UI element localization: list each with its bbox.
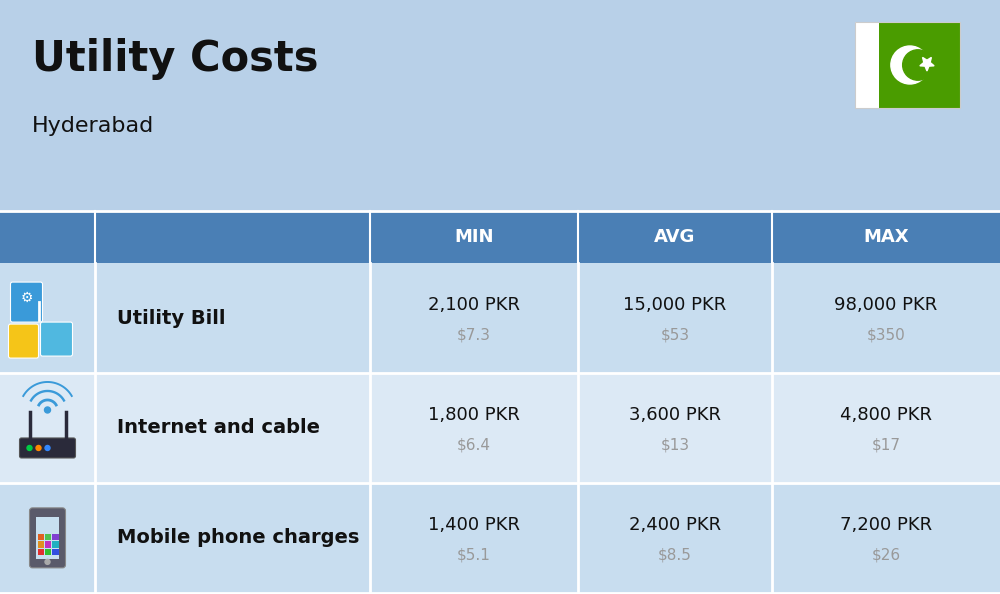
Text: $7.3: $7.3 xyxy=(457,327,491,343)
Circle shape xyxy=(891,46,929,84)
Bar xyxy=(0,211,1000,263)
Text: 1,800 PKR: 1,800 PKR xyxy=(428,406,520,424)
Bar xyxy=(0,263,1000,373)
Circle shape xyxy=(36,446,41,450)
FancyBboxPatch shape xyxy=(29,508,65,568)
Text: 98,000 PKR: 98,000 PKR xyxy=(834,296,938,314)
Bar xyxy=(52,541,58,548)
Bar xyxy=(45,534,51,541)
Bar xyxy=(38,549,44,555)
FancyBboxPatch shape xyxy=(8,324,38,358)
Text: AVG: AVG xyxy=(654,228,696,246)
Text: $8.5: $8.5 xyxy=(658,547,692,563)
Text: Mobile phone charges: Mobile phone charges xyxy=(117,529,359,547)
Text: $13: $13 xyxy=(660,437,690,453)
Text: 15,000 PKR: 15,000 PKR xyxy=(623,296,727,314)
Circle shape xyxy=(45,560,50,564)
Text: 1,400 PKR: 1,400 PKR xyxy=(428,516,520,534)
Text: MAX: MAX xyxy=(863,228,909,246)
Text: ⚙: ⚙ xyxy=(20,291,33,305)
Circle shape xyxy=(27,446,32,450)
Bar xyxy=(0,483,1000,593)
Bar xyxy=(879,22,960,108)
Text: 2,400 PKR: 2,400 PKR xyxy=(629,516,721,534)
Bar xyxy=(45,549,51,555)
FancyBboxPatch shape xyxy=(40,322,72,356)
Text: $350: $350 xyxy=(867,327,905,343)
Bar xyxy=(0,373,1000,483)
Circle shape xyxy=(903,50,933,80)
Bar xyxy=(45,541,51,548)
FancyBboxPatch shape xyxy=(19,438,76,458)
Text: 2,100 PKR: 2,100 PKR xyxy=(428,296,520,314)
Text: $26: $26 xyxy=(871,547,901,563)
Text: 7,200 PKR: 7,200 PKR xyxy=(840,516,932,534)
Text: $6.4: $6.4 xyxy=(457,437,491,453)
Text: $5.1: $5.1 xyxy=(457,547,491,563)
FancyBboxPatch shape xyxy=(10,282,42,322)
Text: MIN: MIN xyxy=(454,228,494,246)
Text: 4,800 PKR: 4,800 PKR xyxy=(840,406,932,424)
Bar xyxy=(855,22,960,108)
Bar xyxy=(52,549,58,555)
Bar xyxy=(855,22,879,108)
Polygon shape xyxy=(920,58,934,71)
Bar xyxy=(38,534,44,541)
Text: 3,600 PKR: 3,600 PKR xyxy=(629,406,721,424)
Text: Internet and cable: Internet and cable xyxy=(117,419,320,437)
Circle shape xyxy=(44,407,50,413)
Text: Hyderabad: Hyderabad xyxy=(32,116,154,136)
Bar xyxy=(36,517,59,559)
Bar xyxy=(38,541,44,548)
Text: Utility Costs: Utility Costs xyxy=(32,38,318,80)
Text: $53: $53 xyxy=(660,327,690,343)
Bar xyxy=(52,534,58,541)
Text: Utility Bill: Utility Bill xyxy=(117,309,226,327)
Circle shape xyxy=(45,446,50,450)
Text: $17: $17 xyxy=(872,437,900,453)
